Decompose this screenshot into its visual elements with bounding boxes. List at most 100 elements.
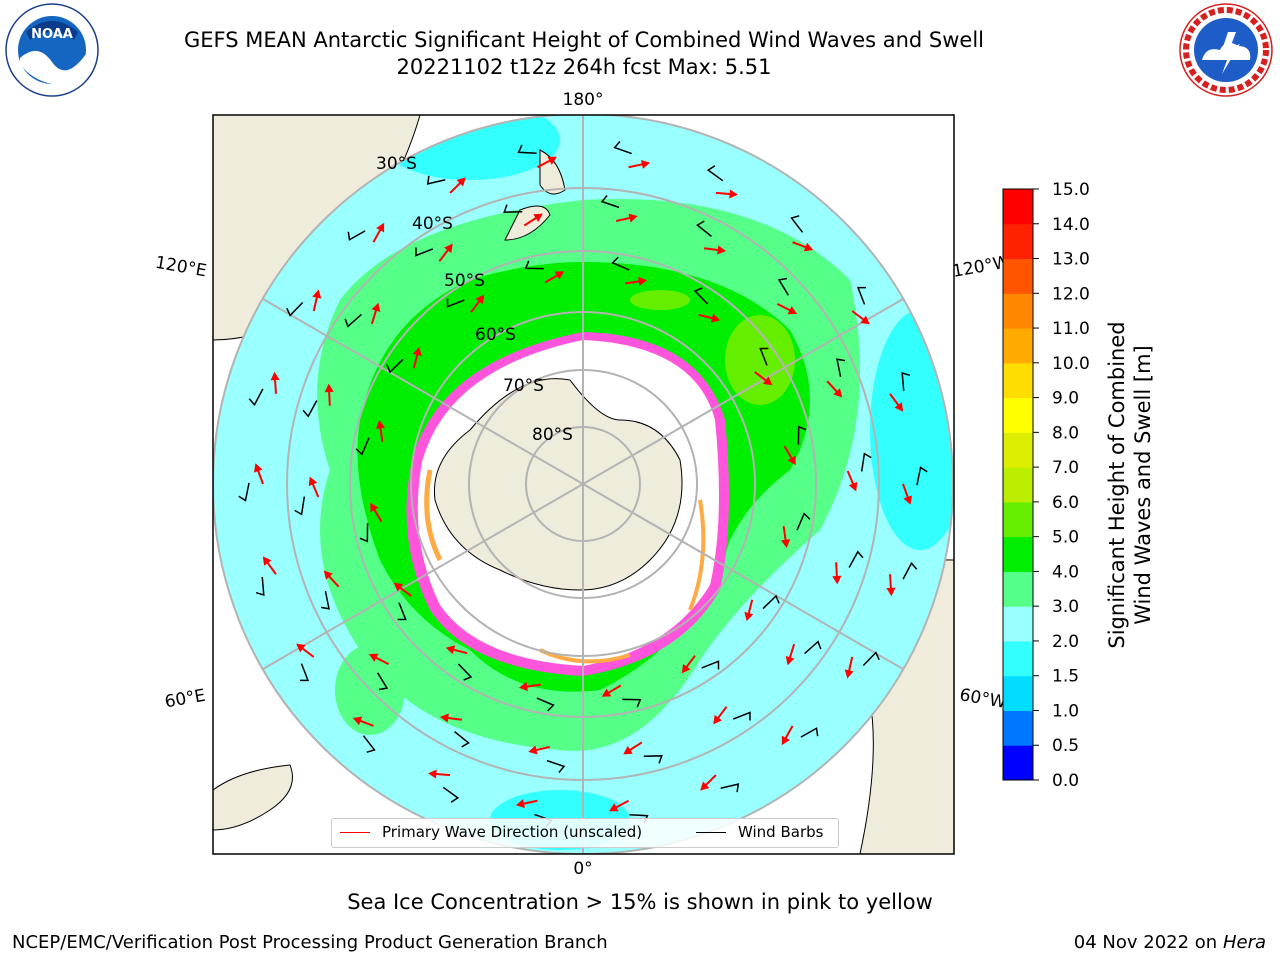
lon-label-upper-right: 120°W <box>951 252 1012 282</box>
colorbar-tick-label: 8.0 <box>1052 423 1079 443</box>
wave-arrow-head <box>781 735 790 746</box>
wind-barb <box>701 660 720 670</box>
map-frame <box>212 114 955 855</box>
wave-arrow-head <box>785 655 795 666</box>
colorbar-segment <box>1003 467 1033 503</box>
wave-arrow-head <box>601 688 612 697</box>
wave-arrow-head <box>324 383 334 393</box>
colorbar-tick-label: 14.0 <box>1052 215 1090 235</box>
wave-arrow-head <box>717 245 726 255</box>
colorbar-tick-label: 2.0 <box>1052 632 1079 652</box>
wave-arrow-head <box>323 570 333 580</box>
wave-arrow-head <box>787 455 796 466</box>
wind-barb <box>622 698 642 708</box>
wind-barb <box>797 425 807 445</box>
colorbar-segment <box>1003 606 1033 642</box>
wind-barb <box>848 550 864 568</box>
wind-barb <box>344 313 362 328</box>
wave-arrow-head <box>903 495 912 505</box>
colorbar-tick-label: 0.5 <box>1052 736 1079 756</box>
wind-barb <box>457 663 473 681</box>
wave-arrow-head <box>440 713 449 723</box>
credit-text: NCEP/EMC/Verification Post Processing Pr… <box>12 932 608 953</box>
colorbar-tick-label: 5.0 <box>1052 528 1079 548</box>
wave-arrow-head <box>515 799 525 809</box>
lon-label-bottom: 0° <box>573 859 592 879</box>
lon-label-lower-right: 60°W <box>958 685 1008 713</box>
wave-field-1p5-east <box>870 310 953 550</box>
colorbar-segment <box>1003 536 1033 572</box>
colorbar-segment <box>1003 640 1033 677</box>
wind-barb <box>611 256 630 271</box>
lat-label-60s: 60°S <box>475 325 516 345</box>
colorbar-segment <box>1003 675 1033 711</box>
wave-arrow-head <box>554 271 565 280</box>
wind-barb <box>286 301 304 317</box>
wind-barb <box>613 141 632 155</box>
wave-arrow-head <box>296 643 306 653</box>
wave-arrow-head <box>710 313 721 323</box>
wind-barb <box>860 452 872 472</box>
wind-barb <box>696 220 712 237</box>
wave-arrow-head <box>681 663 691 674</box>
wind-barb <box>759 347 769 366</box>
wave-arrow-head <box>641 159 651 169</box>
wave-field-5to6-a <box>630 290 690 310</box>
wind-barb <box>299 663 310 682</box>
colorbar-segment <box>1003 571 1033 607</box>
wind-barb <box>359 523 369 543</box>
wave-arrow-head <box>528 745 538 755</box>
wave-arrow-head <box>781 539 791 549</box>
wave-arrow-head <box>370 502 379 513</box>
wave-arrow-head <box>860 315 870 325</box>
colorbar-tick-label: 4.0 <box>1052 562 1079 582</box>
wave-arrow-head <box>444 243 453 254</box>
wind-barb <box>347 230 366 241</box>
wind-barb <box>720 783 740 793</box>
wind-barb <box>362 735 376 753</box>
date-text: 04 Nov 2022 on <box>1073 932 1218 953</box>
colorbar-tick-label: 3.0 <box>1052 597 1079 617</box>
wave-arrow-head <box>803 242 814 252</box>
wave-arrow-head <box>312 289 322 299</box>
wind-barb <box>442 786 460 803</box>
colorbar-tick-label: 1.5 <box>1052 667 1079 687</box>
wave-direction-arrows <box>254 156 912 812</box>
wind-barb <box>386 358 404 374</box>
nws-logo <box>1179 3 1273 97</box>
wind-barb <box>454 731 470 748</box>
wave-arrow-head <box>475 294 485 305</box>
wind-barb <box>255 576 265 596</box>
wind-barb <box>600 195 620 209</box>
lat-label-50s: 50°S <box>444 271 485 291</box>
colorbar-tick-label: 11.0 <box>1052 319 1090 339</box>
lon-label-lower-left: 60°E <box>163 686 207 713</box>
wind-barb <box>856 286 867 305</box>
wind-barb <box>397 602 407 621</box>
colorbar-tick-label: 6.0 <box>1052 493 1079 513</box>
wind-barbs <box>238 141 928 827</box>
wave-arrow-head <box>456 177 466 187</box>
colorbar-tick-label: 7.0 <box>1052 458 1079 478</box>
wave-arrow-head <box>762 376 773 386</box>
colorbar-frame <box>1002 188 1034 781</box>
wind-barb <box>517 144 537 155</box>
antarctica-land <box>433 378 683 591</box>
wave-arrow-head <box>375 419 385 429</box>
wave-arrow-head <box>368 653 379 662</box>
wind-barb <box>376 672 389 691</box>
colorbar-tick-label: 9.0 <box>1052 389 1079 409</box>
colorbar-tick-label: 0.0 <box>1052 771 1079 791</box>
sea-ice-note: Sea Ice Concentration > 15% is shown in … <box>347 890 933 914</box>
wind-barb <box>426 175 446 185</box>
wave-field-5to6-b <box>725 315 795 405</box>
colorbar-segment <box>1003 397 1033 433</box>
lon-label-top: 180° <box>563 90 604 110</box>
colorbar-tick-label: 10.0 <box>1052 354 1090 374</box>
wave-arrow-head <box>412 346 422 357</box>
wave-arrow-head <box>638 276 648 286</box>
wind-barb <box>732 711 751 721</box>
graticule <box>213 115 954 854</box>
wave-arrow-head <box>254 463 263 473</box>
